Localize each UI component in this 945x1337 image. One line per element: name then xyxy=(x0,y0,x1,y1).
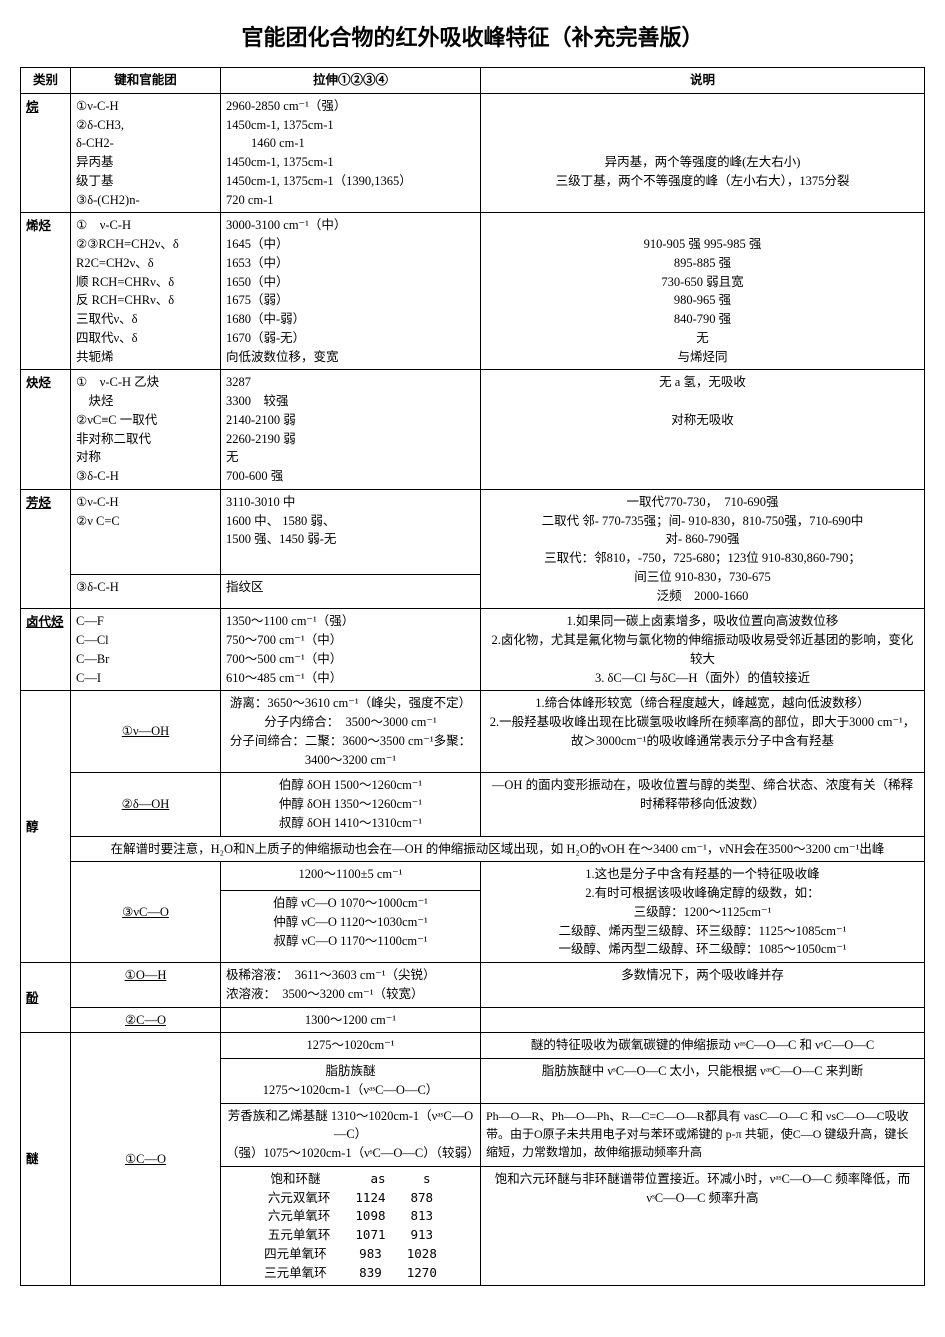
page-title: 官能团化合物的红外吸收峰特征（补充完善版） xyxy=(20,20,925,52)
stretch-alcohol-3a: 1200～1100±5 cm⁻¹ xyxy=(221,862,481,891)
stretch-alcohol-1: 游离：3650～3610 cm⁻¹（峰尖，强度不定） 分子内缔合： 3500～3… xyxy=(221,691,481,773)
header-desc: 说明 xyxy=(481,68,925,94)
cat-alkene: 烯烃 xyxy=(26,219,51,233)
bond-aromatic-2: ③δ-C-H xyxy=(71,574,221,609)
row-alcohol-2: ②δ—OH 伯醇 δOH 1500～1260cm⁻¹ 仲醇 δOH 1350～1… xyxy=(21,773,925,836)
stretch-alcohol-2: 伯醇 δOH 1500～1260cm⁻¹ 仲醇 δOH 1350～1260cm⁻… xyxy=(221,773,481,836)
desc-phenol-1: 多数情况下，两个吸收峰并存 xyxy=(481,963,925,1008)
header-bond: 键和官能团 xyxy=(71,68,221,94)
stretch-phenol-2: 1300～1200 cm⁻¹ xyxy=(221,1007,481,1033)
desc-ether-4: 饱和六元环醚与非环醚谱带位置接近。环减小时，νᵃˢC—O—C 频率降低，而 νˢ… xyxy=(481,1166,925,1286)
desc-halide: 1.如果同一碳上卤素增多，吸收位置向高波数位移 2.卤化物，尤其是氟化物与氯化物… xyxy=(481,609,925,691)
row-phenol-1: 酚 ①O—H 极稀溶液： 3611～3603 cm⁻¹（尖锐） 浓溶液： 350… xyxy=(21,963,925,1008)
bond-alkyne: ① ν-C-H 乙炔 炔烃 ②νC≡C 一取代 非对称二取代 对称 ③δ-C-H xyxy=(71,370,221,490)
row-alcohol-3a: ③νC—O 1200～1100±5 cm⁻¹ 1.这也是分子中含有羟基的一个特征… xyxy=(21,862,925,891)
cat-aromatic: 芳烃 xyxy=(26,496,51,510)
stretch-alkane: 2960-2850 cm⁻¹（强） 1450cm-1, 1375cm-1 146… xyxy=(221,93,481,213)
row-alcohol-1: 醇 ①ν—OH 游离：3650～3610 cm⁻¹（峰尖，强度不定） 分子内缔合… xyxy=(21,691,925,773)
stretch-ether-2: 脂肪族醚 1275～1020cm-1（νᵃˢC—O—C） xyxy=(221,1059,481,1104)
desc-ether-1: 醚的特征吸收为碳氧碳键的伸缩振动 νᵃˢC—O—C 和 νˢC—O—C xyxy=(481,1033,925,1059)
stretch-aromatic-2: 指纹区 xyxy=(221,574,481,609)
desc-alkene: 910-905 强 995-985 强 895-885 强 730-650 弱且… xyxy=(481,213,925,370)
cat-alcohol: 醇 xyxy=(26,820,39,834)
main-table: 类别 键和官能团 拉伸①②③④ 说明 烷 ①ν-C-H ②δ-CH3, δ-CH… xyxy=(20,67,925,1286)
bond-alcohol-1: ①ν—OH xyxy=(71,691,221,773)
desc-alcohol-2: —OH 的面内变形振动在，吸收位置与醇的类型、缔合状态、浓度有关（稀释时稀释带移… xyxy=(481,773,925,836)
row-alcohol-note: 在解谱时要注意，H₂O和N上质子的伸缩振动也会在—OH 的伸缩振动区域出现，如 … xyxy=(21,836,925,862)
cat-alkyne: 炔烃 xyxy=(26,376,51,390)
bond-alcohol-3: ③νC—O xyxy=(71,862,221,963)
bond-aromatic-1: ①ν-C-H ②ν C=C xyxy=(71,489,221,574)
stretch-ether-4: 饱和环醚 as s 六元双氧环 1124 878 六元单氧环 1098 813 … xyxy=(221,1166,481,1286)
cat-ether: 醚 xyxy=(26,1152,39,1166)
row-aromatic-1: 芳烃 ①ν-C-H ②ν C=C 3110-3010 中 1600 中、 158… xyxy=(21,489,925,574)
bond-phenol-2: ②C—O xyxy=(71,1007,221,1033)
stretch-aromatic-1: 3110-3010 中 1600 中、 1580 弱、 1500 强、1450 … xyxy=(221,489,481,574)
stretch-alcohol-3b: 伯醇 νC—O 1070～1000cm⁻¹ 仲醇 νC—O 1120～1030c… xyxy=(221,891,481,963)
stretch-ether-1: 1275～1020cm⁻¹ xyxy=(221,1033,481,1059)
desc-alcohol-1: 1.缔合体峰形较宽（缔合程度越大，峰越宽，越向低波数移） 2.一般羟基吸收峰出现… xyxy=(481,691,925,773)
bond-alcohol-2: ②δ—OH xyxy=(71,773,221,836)
desc-alcohol-3: 1.这也是分子中含有羟基的一个特征吸收峰 2.有时可根据该吸收峰确定醇的级数，如… xyxy=(481,862,925,963)
desc-ether-2: 脂肪族醚中 νˢC—O—C 太小，只能根据 νᵃˢC—O—C 来判断 xyxy=(481,1059,925,1104)
cat-alkane: 烷 xyxy=(26,100,39,114)
stretch-halide: 1350～1100 cm⁻¹（强） 750～700 cm⁻¹（中） 700～50… xyxy=(221,609,481,691)
stretch-alkene: 3000-3100 cm⁻¹（中） 1645（中） 1653（中） 1650（中… xyxy=(221,213,481,370)
header-category: 类别 xyxy=(21,68,71,94)
cat-halide: 卤代烃 xyxy=(26,615,64,629)
desc-alkyne: 无 a 氢，无吸收 对称无吸收 xyxy=(481,370,925,490)
desc-phenol-2 xyxy=(481,1007,925,1033)
cat-phenol: 酚 xyxy=(26,991,39,1005)
row-halide: 卤代烃 C—F C—Cl C—Br C—I 1350～1100 cm⁻¹（强） … xyxy=(21,609,925,691)
desc-aromatic: 一取代770-730， 710-690强 二取代 邻- 770-735强；间- … xyxy=(481,489,925,609)
stretch-phenol-1: 极稀溶液： 3611～3603 cm⁻¹（尖锐） 浓溶液： 3500～3200 … xyxy=(221,963,481,1008)
row-ether-1: 醚 ①C—O 1275～1020cm⁻¹ 醚的特征吸收为碳氧碳键的伸缩振动 νᵃ… xyxy=(21,1033,925,1059)
header-stretch: 拉伸①②③④ xyxy=(221,68,481,94)
note-alcohol: 在解谱时要注意，H₂O和N上质子的伸缩振动也会在—OH 的伸缩振动区域出现，如 … xyxy=(71,836,925,862)
row-alkane: 烷 ①ν-C-H ②δ-CH3, δ-CH2- 异丙基 级丁基 ③δ-(CH2)… xyxy=(21,93,925,213)
bond-halide: C—F C—Cl C—Br C—I xyxy=(71,609,221,691)
row-phenol-2: ②C—O 1300～1200 cm⁻¹ xyxy=(21,1007,925,1033)
stretch-alkyne: 3287 3300 较强 2140-2100 弱 2260-2190 弱 无 7… xyxy=(221,370,481,490)
stretch-ether-3: 芳香族和乙烯基醚 1310～1020cm-1（νᵃˢC—O—C） （强）1075… xyxy=(221,1103,481,1166)
header-row: 类别 键和官能团 拉伸①②③④ 说明 xyxy=(21,68,925,94)
row-alkene: 烯烃 ① ν-C-H ②③RCH=CH2ν、δ R2C=CH2ν、δ 顺 RCH… xyxy=(21,213,925,370)
bond-alkene: ① ν-C-H ②③RCH=CH2ν、δ R2C=CH2ν、δ 顺 RCH=CH… xyxy=(71,213,221,370)
desc-alkane: 异丙基，两个等强度的峰(左大右小) 三级丁基，两个不等强度的峰（左小右大），13… xyxy=(481,93,925,213)
row-alkyne: 炔烃 ① ν-C-H 乙炔 炔烃 ②νC≡C 一取代 非对称二取代 对称 ③δ-… xyxy=(21,370,925,490)
bond-alkane: ①ν-C-H ②δ-CH3, δ-CH2- 异丙基 级丁基 ③δ-(CH2)n- xyxy=(71,93,221,213)
bond-phenol-1: ①O—H xyxy=(71,963,221,1008)
bond-ether: ①C—O xyxy=(71,1033,221,1286)
desc-ether-3: Ph—O—R、Ph—O—Ph、R—C=C—O—R都具有 νasC—O—C 和 ν… xyxy=(481,1103,925,1166)
